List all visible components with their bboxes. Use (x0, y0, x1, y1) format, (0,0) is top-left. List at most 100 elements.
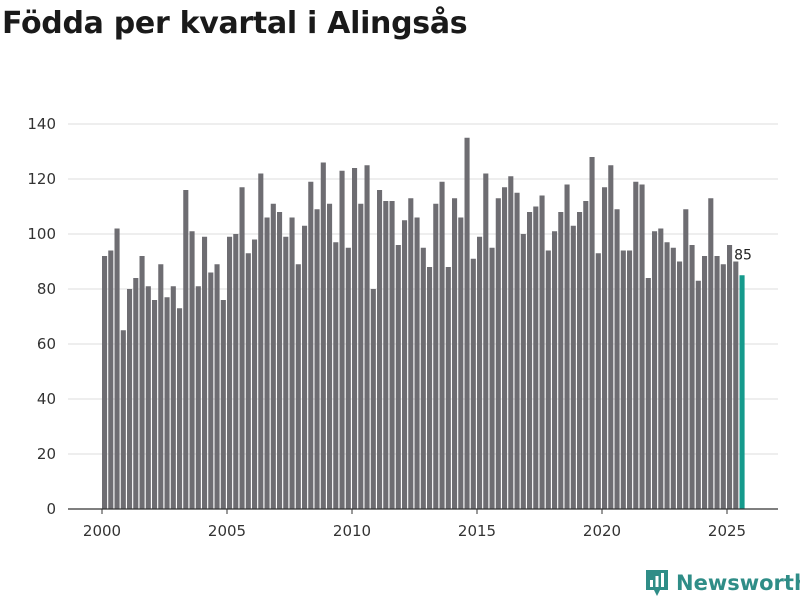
bar (364, 165, 370, 509)
highlight-value-label: 85 (734, 247, 752, 263)
x-tick-label: 2020 (583, 522, 621, 540)
bar (189, 231, 195, 509)
data-labels: 85 (734, 247, 752, 263)
bar (664, 242, 670, 509)
bar (289, 217, 295, 509)
bar (233, 234, 239, 509)
bar (645, 278, 651, 509)
bar (295, 264, 301, 509)
bar (277, 212, 283, 509)
bar (120, 330, 126, 509)
x-tick-label: 2025 (708, 522, 746, 540)
bar (727, 245, 733, 509)
bar (108, 250, 114, 509)
bar (220, 300, 226, 509)
bar (127, 289, 133, 509)
bar (345, 247, 351, 509)
y-tick-label: 120 (27, 170, 56, 188)
bar (539, 195, 545, 509)
bar (414, 217, 420, 509)
bar (702, 256, 708, 509)
bar (320, 162, 326, 509)
bar (102, 256, 108, 509)
bar (508, 176, 514, 509)
bar (452, 198, 458, 509)
bar (133, 278, 139, 509)
bar (245, 253, 251, 509)
bar (658, 228, 664, 509)
bar (370, 289, 376, 509)
bar (733, 261, 739, 509)
bar (720, 264, 726, 509)
bar (439, 181, 445, 509)
bar (514, 192, 520, 509)
bar (558, 212, 564, 509)
bar (252, 239, 258, 509)
x-tick-label: 2005 (208, 522, 246, 540)
bar (227, 236, 233, 509)
bar (552, 231, 558, 509)
bar (564, 184, 570, 509)
bar (283, 236, 289, 509)
bars (102, 137, 745, 509)
bar (339, 170, 345, 509)
bar (614, 209, 620, 509)
x-axis: 2000 2005 2010 2015 2020 2025 (68, 508, 778, 540)
brand-name: Newsworthy (676, 571, 800, 595)
bar (602, 187, 608, 509)
bar (308, 181, 314, 509)
bar (145, 286, 151, 509)
bar (570, 225, 576, 509)
bar (139, 256, 145, 509)
bar (358, 203, 364, 509)
bar (264, 217, 270, 509)
bar (458, 217, 464, 509)
bar-highlight (739, 275, 745, 509)
bar (114, 228, 120, 509)
x-tick-label: 2015 (458, 522, 496, 540)
bar (239, 187, 245, 509)
bar (533, 206, 539, 509)
bar (577, 212, 583, 509)
bar (670, 247, 676, 509)
bar (545, 250, 551, 509)
chart-title: Födda per kvartal i Alingsås (2, 6, 468, 41)
y-tick-label: 20 (37, 445, 56, 463)
bar (527, 212, 533, 509)
bar (627, 250, 633, 509)
bar (377, 190, 383, 509)
bar (595, 253, 601, 509)
bar (195, 286, 201, 509)
bar (464, 137, 470, 509)
bar (477, 236, 483, 509)
y-tick-label: 140 (27, 115, 56, 133)
bar (489, 247, 495, 509)
bar (427, 267, 433, 509)
y-tick-label: 40 (37, 390, 56, 408)
bar (152, 300, 158, 509)
bar (208, 272, 214, 509)
bar (608, 165, 614, 509)
y-axis-ticks: 0 20 40 60 80 100 120 140 (27, 115, 56, 518)
bar (395, 245, 401, 509)
bar (445, 267, 451, 509)
bar (683, 209, 689, 509)
bar (495, 198, 501, 509)
bar (327, 203, 333, 509)
bar (620, 250, 626, 509)
bar (695, 280, 701, 509)
bar (158, 264, 164, 509)
bar (483, 173, 489, 509)
bar (389, 201, 395, 509)
y-tick-label: 80 (37, 280, 56, 298)
bar (270, 203, 276, 509)
bar (633, 181, 639, 509)
bar (314, 209, 320, 509)
bar (302, 225, 308, 509)
bar (202, 236, 208, 509)
bar (714, 256, 720, 509)
bar (502, 187, 508, 509)
y-tick-label: 0 (46, 500, 56, 518)
bar (689, 245, 695, 509)
